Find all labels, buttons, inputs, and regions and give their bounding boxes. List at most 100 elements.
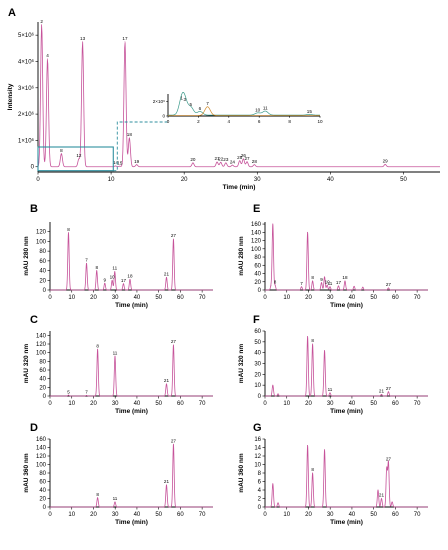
x-tick-label: 20: [305, 512, 312, 518]
y-tick-label: 160: [36, 437, 47, 443]
x-tick-label: 50: [155, 295, 162, 301]
x-tick-label: 70: [414, 295, 421, 301]
x-tick-label: 50: [370, 295, 377, 301]
peak-7: [86, 394, 87, 396]
peak-27: [388, 287, 389, 289]
x-tick-label: 30: [254, 177, 261, 183]
inset-peak-label: 6: [199, 106, 202, 111]
x-tick-label: 30: [112, 512, 119, 518]
x-tick-label: 30: [112, 401, 119, 407]
peak-8: [312, 280, 313, 282]
x-tick-label: 20: [90, 512, 97, 518]
peak-label: 17: [336, 280, 342, 285]
peak-label: 11: [113, 350, 118, 355]
y-tick-label: 30: [254, 362, 261, 368]
x-tick-label: 40: [134, 512, 141, 518]
y-tick-label: 40: [39, 377, 46, 383]
peak-label: 18: [342, 275, 348, 280]
peak-label: 11: [328, 281, 333, 286]
peak-label: 8: [96, 343, 99, 348]
peak-27: [246, 161, 248, 163]
y-tick-label: 0: [258, 394, 262, 400]
zoom-box: [37, 146, 114, 172]
y-tick-label: 80: [254, 255, 261, 261]
peak-label: 24: [230, 159, 236, 164]
peak-8: [60, 153, 62, 154]
inset-peak-label: 7: [206, 101, 209, 106]
peak-11: [114, 271, 116, 272]
peak-11: [329, 392, 331, 394]
peak-8: [97, 497, 98, 499]
x-tick-label: 10: [283, 512, 290, 518]
peak-label: 14: [113, 160, 119, 165]
chromatogram-trace: [49, 444, 214, 508]
x-tick-label: 0: [48, 401, 52, 407]
inset-trace-orange: [168, 106, 320, 116]
peak-label: 8: [67, 227, 70, 232]
x-tick-label: 30: [327, 401, 334, 407]
peak-unlabeled: [307, 336, 308, 337]
peak-4: [47, 58, 48, 60]
y-tick-label: 0: [258, 505, 262, 511]
panel-label: C: [30, 314, 38, 326]
peak-7: [301, 286, 302, 288]
chromatogram-trace: [264, 223, 429, 291]
inset-y-tick-label: 0: [162, 114, 165, 119]
x-axis-label: Time (min): [223, 184, 256, 191]
x-tick-label: 20: [181, 177, 188, 183]
panel-E: E 0 10 20 30 40 50 60 70 0 20 40 60 80 100 120 140 160 Tim…: [238, 203, 429, 309]
y-tick-label: 60: [39, 480, 46, 486]
x-axis-label: Time (min): [330, 408, 363, 415]
chromatogram-trace: [264, 336, 429, 397]
peak-label: 17: [121, 278, 127, 283]
peak-label: 21: [164, 272, 170, 277]
x-tick-label: 10: [68, 401, 75, 407]
x-tick-label: 50: [155, 512, 162, 518]
y-tick-label: 80: [39, 471, 46, 477]
peak-label: 11: [112, 266, 117, 271]
peak-label: 29: [383, 159, 389, 164]
peak-7: [86, 262, 87, 264]
y-tick-label: 1×10⁶: [18, 137, 35, 144]
panel-label: E: [253, 203, 260, 215]
peak-label: 28: [252, 159, 258, 164]
y-tick-label: 100: [251, 247, 262, 253]
y-tick-label: 40: [39, 488, 46, 494]
panel-C: C 0 10 20 30 40 50 60 70 0 20 40 60 80 100 120 140 Time (…: [23, 314, 214, 415]
x-tick-label: 50: [370, 512, 377, 518]
x-tick-label: 70: [414, 512, 421, 518]
x-tick-label: 70: [199, 295, 206, 301]
peak-label: 8: [311, 275, 314, 280]
peak-unlabeled: [377, 489, 379, 491]
x-tick-label: 60: [177, 401, 184, 407]
x-tick-label: 40: [134, 295, 141, 301]
peak-21: [216, 161, 218, 163]
peak-label: 2: [40, 19, 43, 24]
x-tick-label: 40: [349, 512, 356, 518]
y-tick-label: 16: [254, 437, 261, 443]
peak-10: [111, 279, 113, 281]
panel-F: F 0 10 20 30 40 50 60 70 0 10 20 30 40 50 60 Time (min) m…: [238, 314, 429, 415]
y-tick-label: 140: [36, 333, 47, 339]
peak-label: 21: [215, 156, 221, 161]
chromatogram-trace: [37, 24, 440, 168]
x-tick-label: 50: [400, 177, 407, 183]
peak-unlabeled: [324, 350, 325, 351]
peak-9: [321, 282, 322, 283]
peak-label: 27: [386, 457, 392, 462]
x-tick-label: 40: [349, 295, 356, 301]
y-tick-label: 20: [39, 385, 46, 391]
peak-unlabeled: [324, 449, 325, 451]
y-tick-label: 100: [36, 463, 47, 469]
panel-G: G 0 10 20 30 40 50 60 70 0 2 4 6 8 10 12 14 16 Time (min) m…: [238, 422, 429, 526]
x-tick-label: 30: [112, 295, 119, 301]
inset-peak-label: 15: [307, 109, 313, 114]
peak-21: [166, 383, 167, 385]
peak-label: 21: [164, 378, 170, 383]
y-tick-label: 80: [39, 359, 46, 365]
y-tick-label: 0: [43, 394, 47, 400]
y-tick-label: 2: [258, 497, 262, 503]
peak-unlabeled: [307, 231, 308, 233]
peak-21: [166, 276, 167, 278]
